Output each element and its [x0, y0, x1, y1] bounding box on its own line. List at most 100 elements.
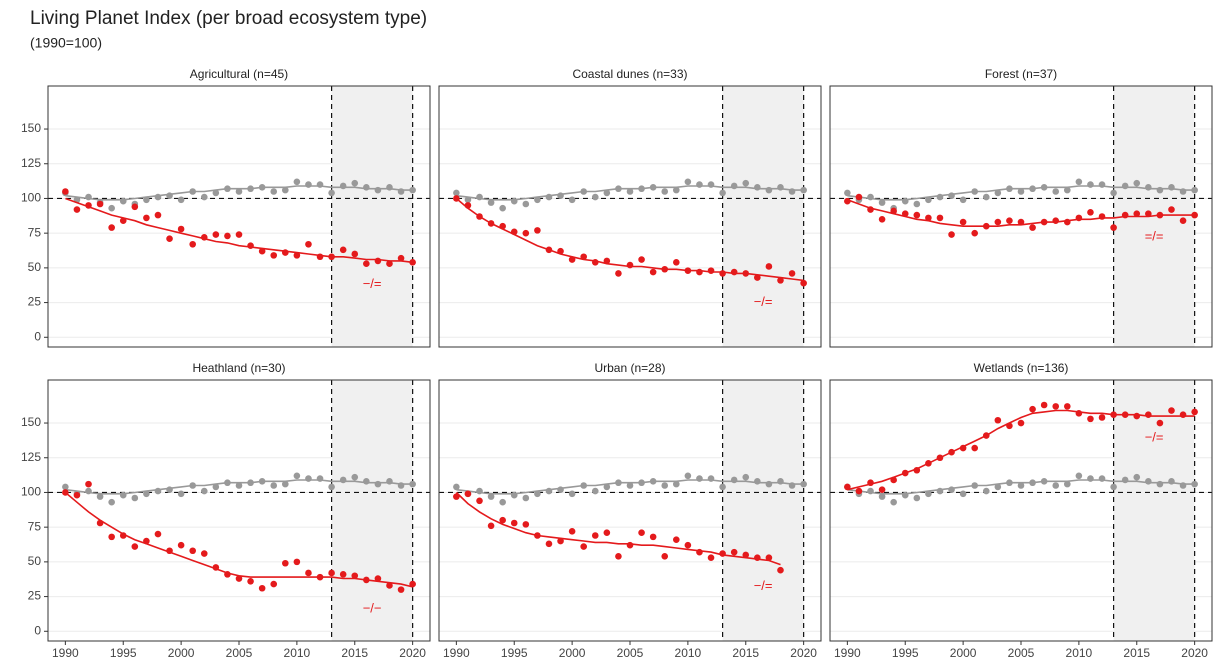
data-point: [363, 260, 370, 268]
data-point: [765, 554, 773, 562]
data-point: [293, 558, 301, 566]
data-point: [719, 550, 726, 557]
data-point: [200, 487, 208, 495]
data-point: [386, 478, 393, 485]
data-point: [1110, 224, 1117, 231]
data-point: [1179, 482, 1187, 489]
data-point: [557, 247, 564, 255]
data-point: [994, 189, 1002, 197]
y-tick-label: 0: [34, 329, 41, 343]
data-point: [374, 575, 382, 582]
data-point: [119, 217, 127, 224]
data-point: [913, 200, 921, 208]
data-point: [948, 192, 955, 199]
data-point: [545, 193, 553, 201]
data-point: [994, 483, 1002, 491]
data-point: [1110, 411, 1117, 419]
data-point: [615, 479, 622, 487]
data-point: [200, 234, 208, 241]
data-point: [959, 444, 967, 452]
data-point: [499, 516, 506, 524]
data-point: [603, 189, 611, 197]
x-tick-label: 2005: [617, 646, 644, 660]
data-point: [994, 218, 1002, 226]
data-point: [867, 487, 874, 495]
x-tick-label: 2005: [1008, 646, 1035, 660]
data-point: [464, 490, 472, 498]
data-point: [409, 580, 416, 588]
data-point: [971, 482, 978, 489]
data-point: [788, 188, 796, 195]
data-point: [867, 479, 874, 487]
x-tick-label: 1995: [501, 646, 528, 660]
data-point: [464, 202, 472, 209]
data-point: [62, 489, 69, 496]
data-point: [131, 543, 139, 550]
data-point: [235, 188, 243, 195]
data-point: [936, 214, 944, 222]
data-point: [580, 188, 587, 195]
data-point: [1121, 182, 1129, 190]
data-point: [855, 487, 863, 495]
x-tick-label: 2000: [168, 646, 195, 660]
data-point: [397, 586, 405, 593]
data-point: [867, 206, 874, 213]
data-point: [1040, 401, 1048, 409]
data-point: [1133, 179, 1141, 187]
data-point: [339, 246, 347, 254]
data-point: [154, 487, 162, 495]
data-point: [166, 547, 173, 555]
data-point: [568, 256, 576, 263]
x-tick-label: 2000: [559, 646, 586, 660]
data-point: [386, 582, 393, 589]
data-point: [638, 479, 645, 487]
data-point: [522, 494, 530, 502]
data-point: [374, 480, 382, 488]
data-point: [557, 192, 564, 199]
y-tick-label: 125: [21, 156, 41, 170]
data-point: [397, 482, 405, 489]
data-point: [305, 475, 312, 482]
data-point: [108, 224, 115, 231]
data-point: [247, 578, 254, 585]
data-point: [936, 487, 944, 495]
data-point: [200, 193, 208, 201]
data-point: [499, 204, 506, 212]
data-point: [1052, 217, 1060, 224]
data-point: [510, 519, 518, 527]
data-point: [464, 196, 472, 204]
data-point: [1087, 181, 1094, 188]
data-point: [1052, 482, 1060, 489]
data-point: [224, 479, 231, 487]
panel-title: Heathland (n=30): [192, 361, 285, 375]
data-point: [522, 521, 530, 528]
y-tick-label: 75: [28, 519, 42, 533]
data-point: [1133, 412, 1141, 420]
data-point: [212, 483, 220, 491]
chart-title: Living Planet Index (per broad ecosystem…: [30, 8, 427, 29]
data-point: [96, 519, 104, 527]
data-point: [730, 268, 738, 276]
data-point: [328, 253, 335, 261]
data-point: [1052, 188, 1060, 195]
panel-title: Urban (n=28): [594, 361, 665, 375]
data-point: [270, 482, 278, 489]
data-point: [649, 533, 657, 541]
data-point: [316, 253, 324, 261]
data-point: [374, 257, 382, 265]
data-point: [661, 482, 669, 489]
data-point: [742, 551, 750, 559]
data-point: [224, 185, 231, 193]
data-point: [765, 480, 773, 488]
data-point: [615, 270, 622, 277]
data-point: [1052, 403, 1060, 410]
data-point: [901, 469, 909, 477]
data-point: [374, 186, 382, 194]
data-point: [545, 246, 553, 254]
data-point: [638, 185, 645, 193]
data-point: [959, 196, 967, 204]
data-point: [673, 536, 680, 543]
data-point: [510, 228, 518, 236]
data-point: [1064, 218, 1071, 226]
data-point: [1168, 407, 1175, 414]
